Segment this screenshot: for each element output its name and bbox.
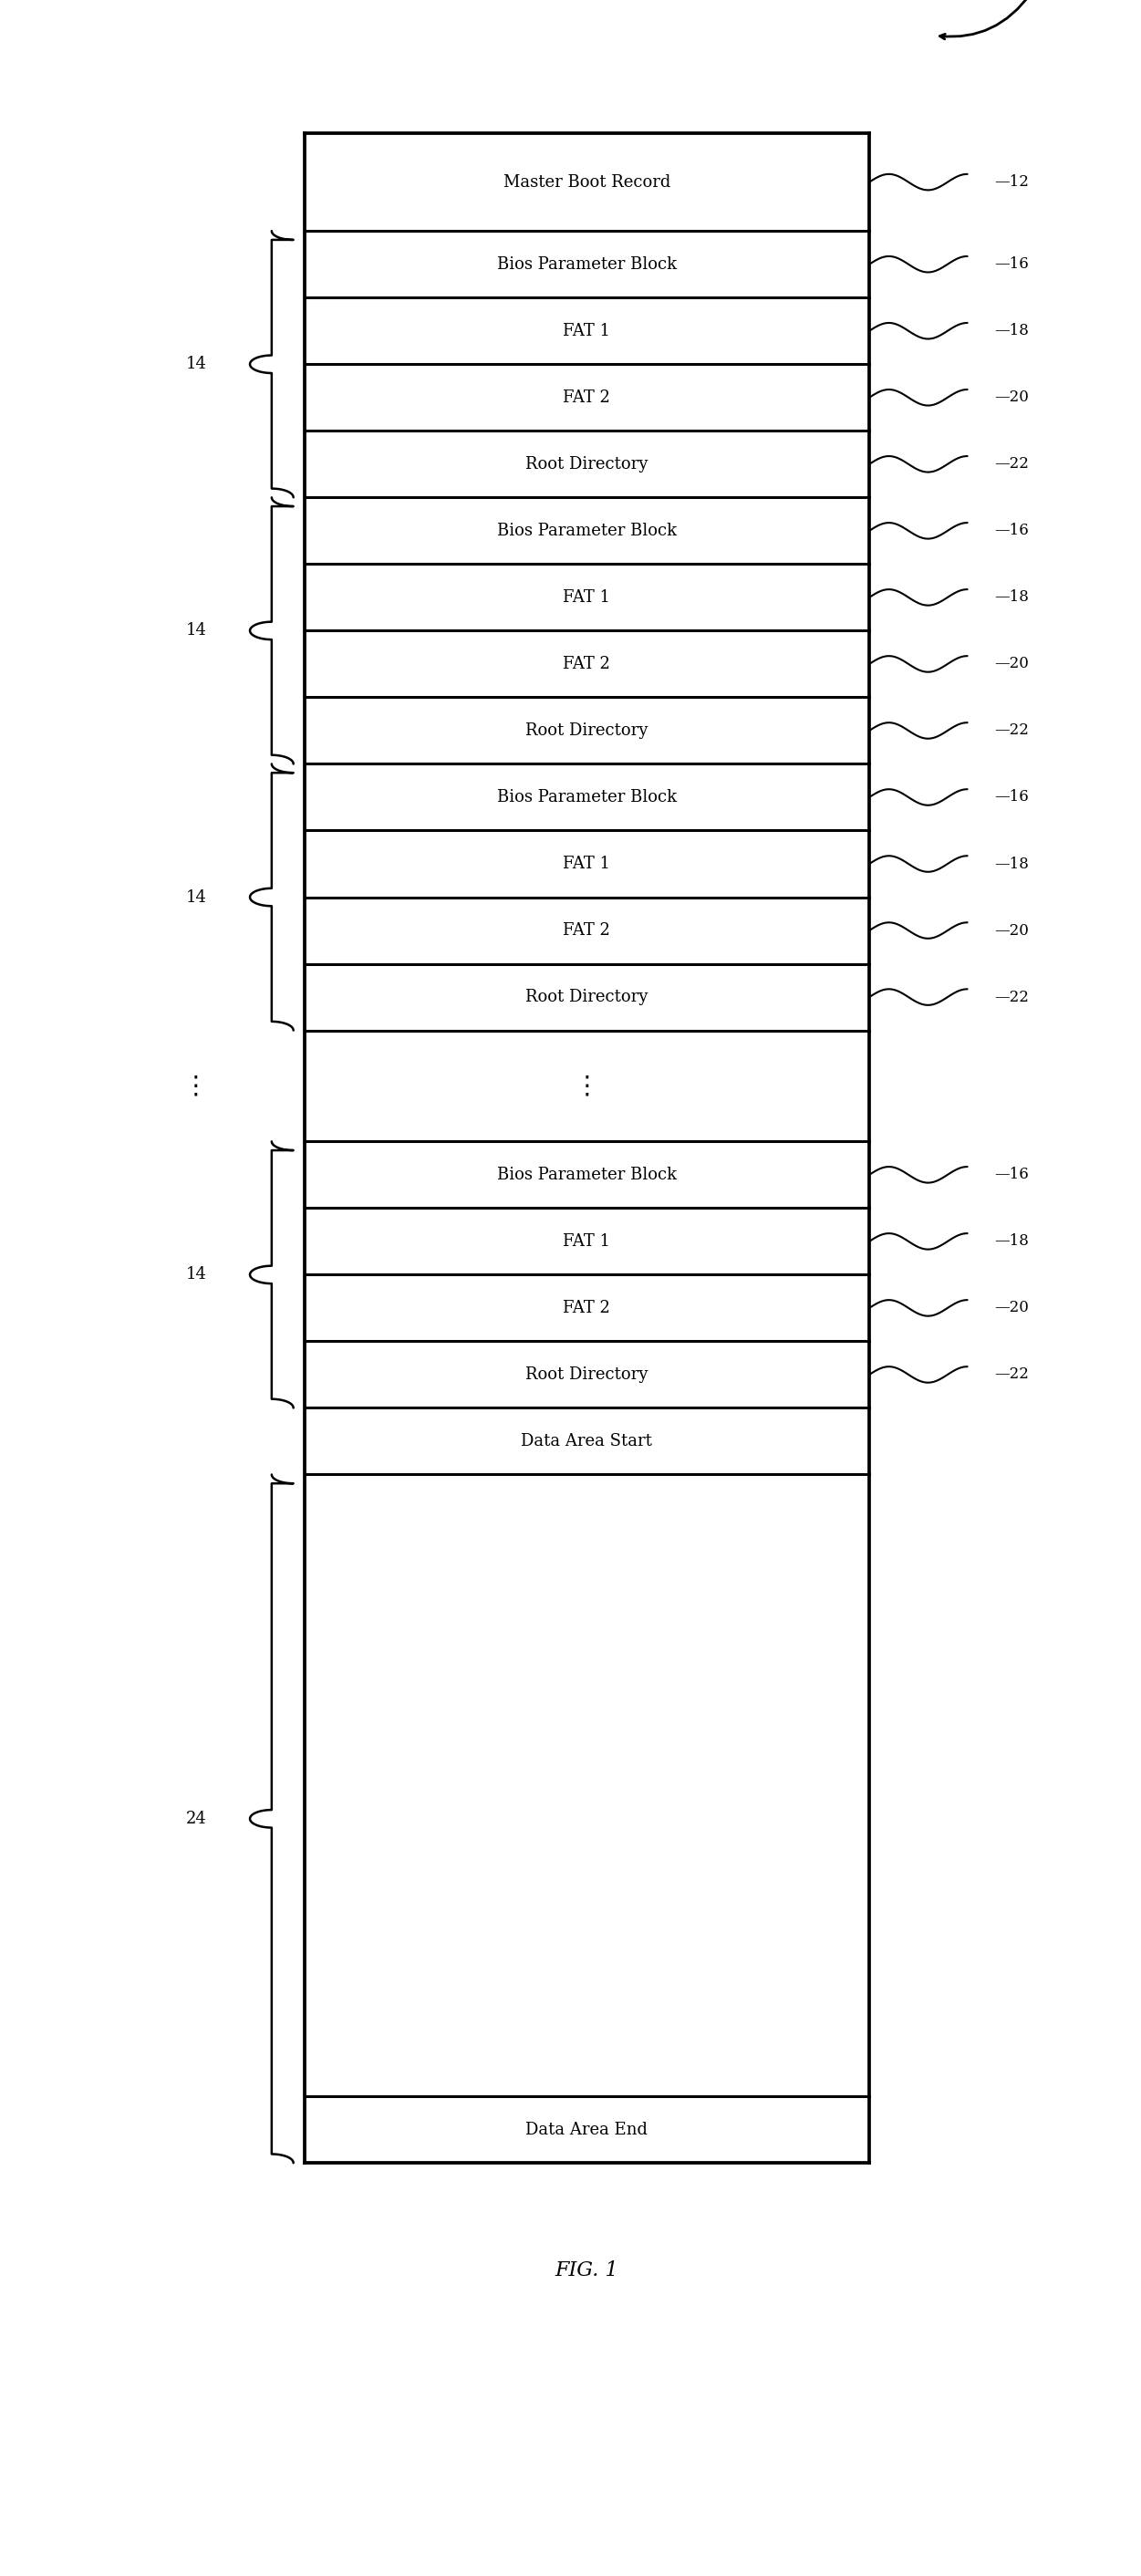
Text: Root Directory: Root Directory <box>526 989 648 1005</box>
Text: —16: —16 <box>994 788 1029 804</box>
Text: 14: 14 <box>186 623 207 639</box>
Text: Bios Parameter Block: Bios Parameter Block <box>496 788 677 806</box>
Text: FAT 1: FAT 1 <box>564 590 610 605</box>
Text: ⋮: ⋮ <box>183 1074 209 1100</box>
Text: FAT 2: FAT 2 <box>564 1301 610 1316</box>
Text: FAT 2: FAT 2 <box>564 389 610 404</box>
Text: 14: 14 <box>186 889 207 904</box>
Text: —16: —16 <box>994 258 1029 273</box>
Text: FAT 2: FAT 2 <box>564 922 610 938</box>
Text: —16: —16 <box>994 523 1029 538</box>
Text: Bios Parameter Block: Bios Parameter Block <box>496 1167 677 1182</box>
Text: Master Boot Record: Master Boot Record <box>503 175 671 191</box>
Text: —16: —16 <box>994 1167 1029 1182</box>
Text: 24: 24 <box>186 1811 207 1826</box>
Text: Root Directory: Root Directory <box>526 1365 648 1383</box>
Text: FAT 1: FAT 1 <box>564 322 610 340</box>
Text: FIG. 1: FIG. 1 <box>555 2262 618 2280</box>
Text: —20: —20 <box>994 1301 1029 1316</box>
Text: —20: —20 <box>994 389 1029 404</box>
Text: —20: —20 <box>994 922 1029 938</box>
Text: FAT 2: FAT 2 <box>564 657 610 672</box>
Text: FAT 1: FAT 1 <box>564 1234 610 1249</box>
Text: —18: —18 <box>994 322 1029 337</box>
Text: —18: —18 <box>994 590 1029 605</box>
Text: FAT 1: FAT 1 <box>564 855 610 873</box>
Text: Data Area End: Data Area End <box>526 2123 648 2138</box>
Text: —12: —12 <box>994 175 1029 191</box>
Text: —22: —22 <box>994 1368 1029 1383</box>
Text: Root Directory: Root Directory <box>526 721 648 739</box>
Text: Bios Parameter Block: Bios Parameter Block <box>496 255 677 273</box>
Text: 14: 14 <box>186 1267 207 1283</box>
Text: Data Area Start: Data Area Start <box>521 1432 653 1450</box>
Text: Bios Parameter Block: Bios Parameter Block <box>496 523 677 538</box>
Text: —18: —18 <box>994 1234 1029 1249</box>
Text: 14: 14 <box>186 355 207 374</box>
Text: —22: —22 <box>994 456 1029 471</box>
Text: —20: —20 <box>994 657 1029 672</box>
Text: ⋮: ⋮ <box>574 1074 599 1100</box>
Text: —18: —18 <box>994 855 1029 871</box>
Text: —22: —22 <box>994 989 1029 1005</box>
Text: —22: —22 <box>994 724 1029 739</box>
Text: Root Directory: Root Directory <box>526 456 648 471</box>
